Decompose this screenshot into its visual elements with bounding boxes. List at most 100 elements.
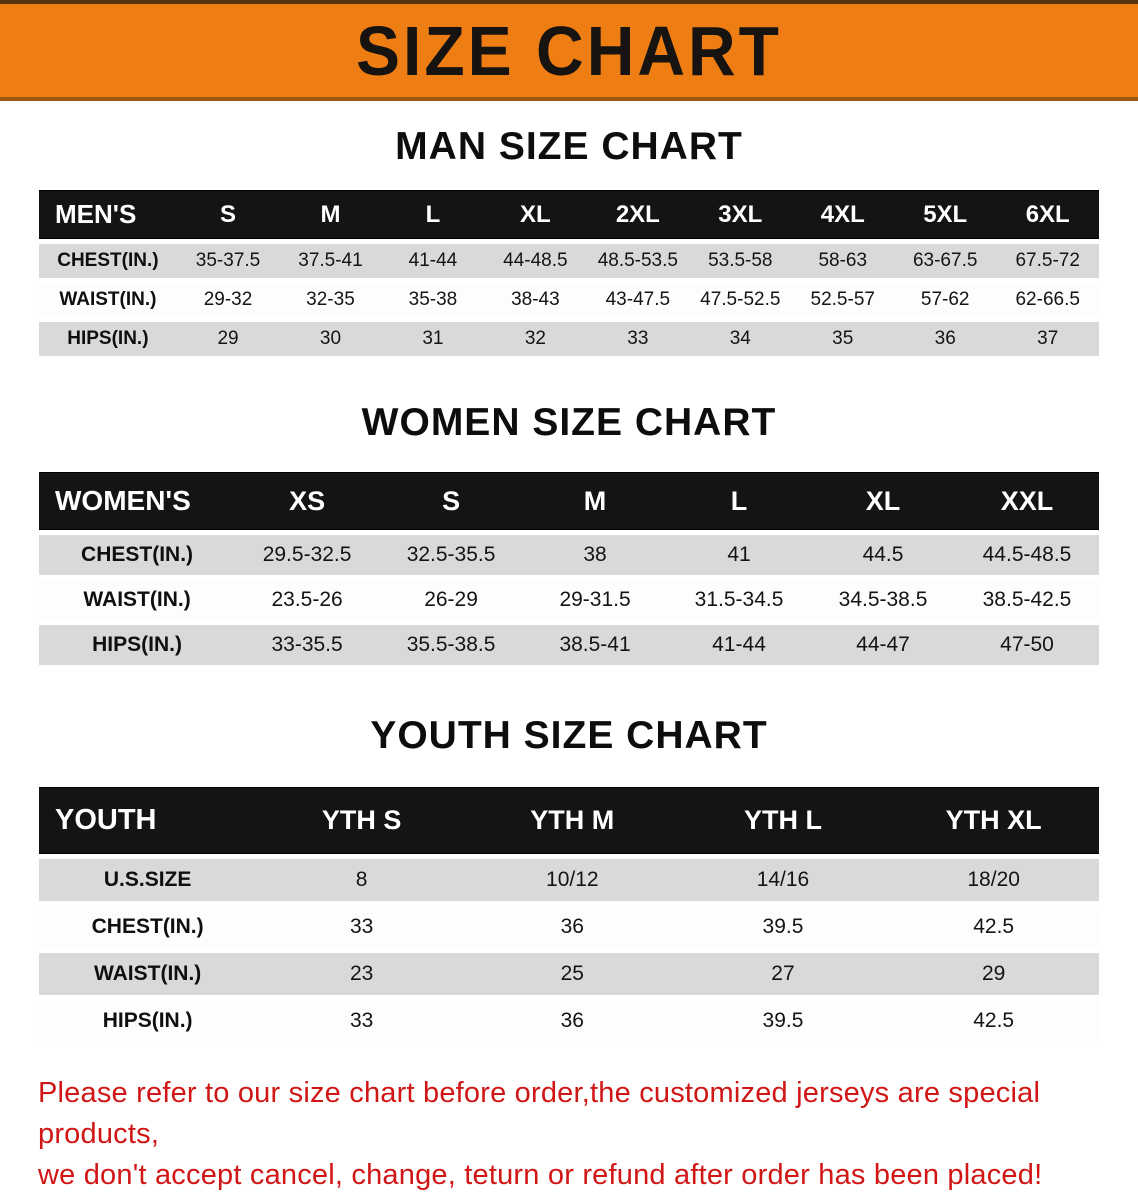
measurement-value: 62-66.5 bbox=[996, 283, 1099, 317]
women-size-section: WOMEN SIZE CHART WOMEN'S XS S M L XL XXL CHEST(… bbox=[0, 401, 1138, 670]
measurement-value: 34 bbox=[689, 322, 792, 356]
measurement-row: WAIST(IN.) 23 25 27 29 bbox=[39, 953, 1099, 995]
measurement-row: U.S.SIZE 8 10/12 14/16 18/20 bbox=[39, 859, 1099, 901]
order-notice: Please refer to our size chart before or… bbox=[0, 1073, 1138, 1197]
measurement-value: 47.5-52.5 bbox=[689, 283, 792, 317]
measurement-label: CHEST(IN.) bbox=[39, 906, 257, 948]
size-column-header: YTH L bbox=[677, 787, 889, 854]
measurement-row: HIPS(IN.) 29 30 31 32 33 34 35 36 37 bbox=[39, 322, 1099, 356]
table-group-label: WOMEN'S bbox=[39, 472, 236, 530]
measurement-value: 29.5-32.5 bbox=[235, 535, 380, 575]
measurement-value: 41-44 bbox=[381, 244, 485, 278]
size-column-header: 4XL bbox=[791, 190, 894, 239]
size-column-header: 6XL bbox=[996, 190, 1099, 239]
measurement-row: WAIST(IN.) 23.5-26 26-29 29-31.5 31.5-34.5 34… bbox=[39, 580, 1099, 620]
measurement-value: 31 bbox=[381, 322, 485, 356]
measurement-value: 37 bbox=[996, 322, 1099, 356]
measurement-value: 42.5 bbox=[888, 1000, 1099, 1042]
measurement-label: U.S.SIZE bbox=[39, 859, 257, 901]
measurement-value: 38.5-42.5 bbox=[955, 580, 1099, 620]
size-column-header: L bbox=[381, 190, 485, 239]
men-section-heading: MAN SIZE CHART bbox=[395, 125, 743, 168]
measurement-row: HIPS(IN.) 33 36 39.5 42.5 bbox=[39, 1000, 1099, 1042]
size-column-header: YTH M bbox=[466, 787, 678, 854]
women-size-table: WOMEN'S XS S M L XL XXL CHEST(IN.) 29.5-32.5 32.5… bbox=[39, 467, 1099, 670]
measurement-value: 48.5-53.5 bbox=[586, 244, 690, 278]
measurement-value: 38.5-41 bbox=[523, 625, 668, 665]
measurement-value: 35 bbox=[791, 322, 894, 356]
measurement-value: 30 bbox=[279, 322, 382, 356]
measurement-value: 33 bbox=[256, 1000, 467, 1042]
measurement-value: 10/12 bbox=[466, 859, 678, 901]
measurement-value: 29 bbox=[888, 953, 1099, 995]
size-column-header: XXL bbox=[955, 472, 1099, 530]
measurement-value: 63-67.5 bbox=[893, 244, 997, 278]
measurement-label: CHEST(IN.) bbox=[39, 244, 177, 278]
measurement-value: 44-48.5 bbox=[484, 244, 587, 278]
size-column-header: L bbox=[667, 472, 812, 530]
youth-size-table: YOUTH YTH S YTH M YTH L YTH XL U.S.SIZE 8 10/12… bbox=[39, 782, 1099, 1047]
measurement-value: 34.5-38.5 bbox=[811, 580, 956, 620]
size-table-header-row: WOMEN'S XS S M L XL XXL bbox=[39, 472, 1099, 530]
measurement-value: 27 bbox=[677, 953, 889, 995]
size-table-header-row: MEN'S S M L XL 2XL 3XL 4XL 5XL 6XL bbox=[39, 190, 1099, 239]
measurement-value: 37.5-41 bbox=[279, 244, 382, 278]
measurement-value: 57-62 bbox=[893, 283, 997, 317]
measurement-row: CHEST(IN.) 33 36 39.5 42.5 bbox=[39, 906, 1099, 948]
measurement-value: 58-63 bbox=[791, 244, 894, 278]
measurement-value: 14/16 bbox=[677, 859, 889, 901]
measurement-value: 33 bbox=[586, 322, 690, 356]
measurement-label: WAIST(IN.) bbox=[39, 953, 257, 995]
notice-line-2: we don't accept cancel, change, teturn o… bbox=[38, 1159, 1043, 1192]
measurement-value: 23 bbox=[256, 953, 467, 995]
measurement-value: 52.5-57 bbox=[791, 283, 894, 317]
measurement-value: 41 bbox=[667, 535, 812, 575]
table-group-label: YOUTH bbox=[39, 787, 257, 854]
youth-size-section: YOUTH SIZE CHART YOUTH YTH S YTH M YTH L YTH… bbox=[0, 714, 1138, 1047]
measurement-value: 32.5-35.5 bbox=[379, 535, 524, 575]
size-column-header: S bbox=[176, 190, 280, 239]
measurement-value: 44.5-48.5 bbox=[955, 535, 1099, 575]
measurement-label: WAIST(IN.) bbox=[39, 580, 236, 620]
measurement-label: HIPS(IN.) bbox=[39, 1000, 257, 1042]
women-section-heading: WOMEN SIZE CHART bbox=[361, 401, 777, 444]
size-table-header-row: YOUTH YTH S YTH M YTH L YTH XL bbox=[39, 787, 1099, 854]
size-column-header: YTH XL bbox=[888, 787, 1099, 854]
measurement-value: 8 bbox=[256, 859, 467, 901]
measurement-value: 44.5 bbox=[811, 535, 956, 575]
measurement-value: 33-35.5 bbox=[235, 625, 380, 665]
page-title: SIZE CHART bbox=[356, 11, 782, 90]
measurement-value: 38-43 bbox=[484, 283, 587, 317]
measurement-label: CHEST(IN.) bbox=[39, 535, 236, 575]
measurement-row: CHEST(IN.) 29.5-32.5 32.5-35.5 38 41 44.5 44.5… bbox=[39, 535, 1099, 575]
notice-line-1: Please refer to our size chart before or… bbox=[38, 1077, 1041, 1151]
measurement-value: 35.5-38.5 bbox=[379, 625, 524, 665]
measurement-value: 38 bbox=[523, 535, 668, 575]
size-column-header: S bbox=[379, 472, 524, 530]
measurement-row: CHEST(IN.) 35-37.5 37.5-41 41-44 44-48.5 48.5… bbox=[39, 244, 1099, 278]
measurement-value: 33 bbox=[256, 906, 467, 948]
measurement-value: 53.5-58 bbox=[689, 244, 792, 278]
measurement-value: 29-31.5 bbox=[523, 580, 668, 620]
measurement-label: WAIST(IN.) bbox=[39, 283, 177, 317]
measurement-value: 29-32 bbox=[176, 283, 280, 317]
youth-section-heading: YOUTH SIZE CHART bbox=[370, 714, 768, 757]
size-column-header: M bbox=[279, 190, 382, 239]
measurement-label: HIPS(IN.) bbox=[39, 625, 236, 665]
size-column-header: 5XL bbox=[893, 190, 997, 239]
measurement-value: 32 bbox=[484, 322, 587, 356]
measurement-label: HIPS(IN.) bbox=[39, 322, 177, 356]
measurement-value: 39.5 bbox=[677, 906, 889, 948]
measurement-value: 23.5-26 bbox=[235, 580, 380, 620]
measurement-value: 67.5-72 bbox=[996, 244, 1099, 278]
measurement-value: 43-47.5 bbox=[586, 283, 690, 317]
banner: SIZE CHART bbox=[0, 0, 1138, 101]
measurement-value: 18/20 bbox=[888, 859, 1099, 901]
measurement-value: 35-37.5 bbox=[176, 244, 280, 278]
measurement-value: 35-38 bbox=[381, 283, 485, 317]
size-column-header: M bbox=[523, 472, 668, 530]
size-column-header: XL bbox=[484, 190, 587, 239]
table-group-label: MEN'S bbox=[39, 190, 177, 239]
size-column-header: XL bbox=[811, 472, 956, 530]
measurement-value: 25 bbox=[466, 953, 678, 995]
